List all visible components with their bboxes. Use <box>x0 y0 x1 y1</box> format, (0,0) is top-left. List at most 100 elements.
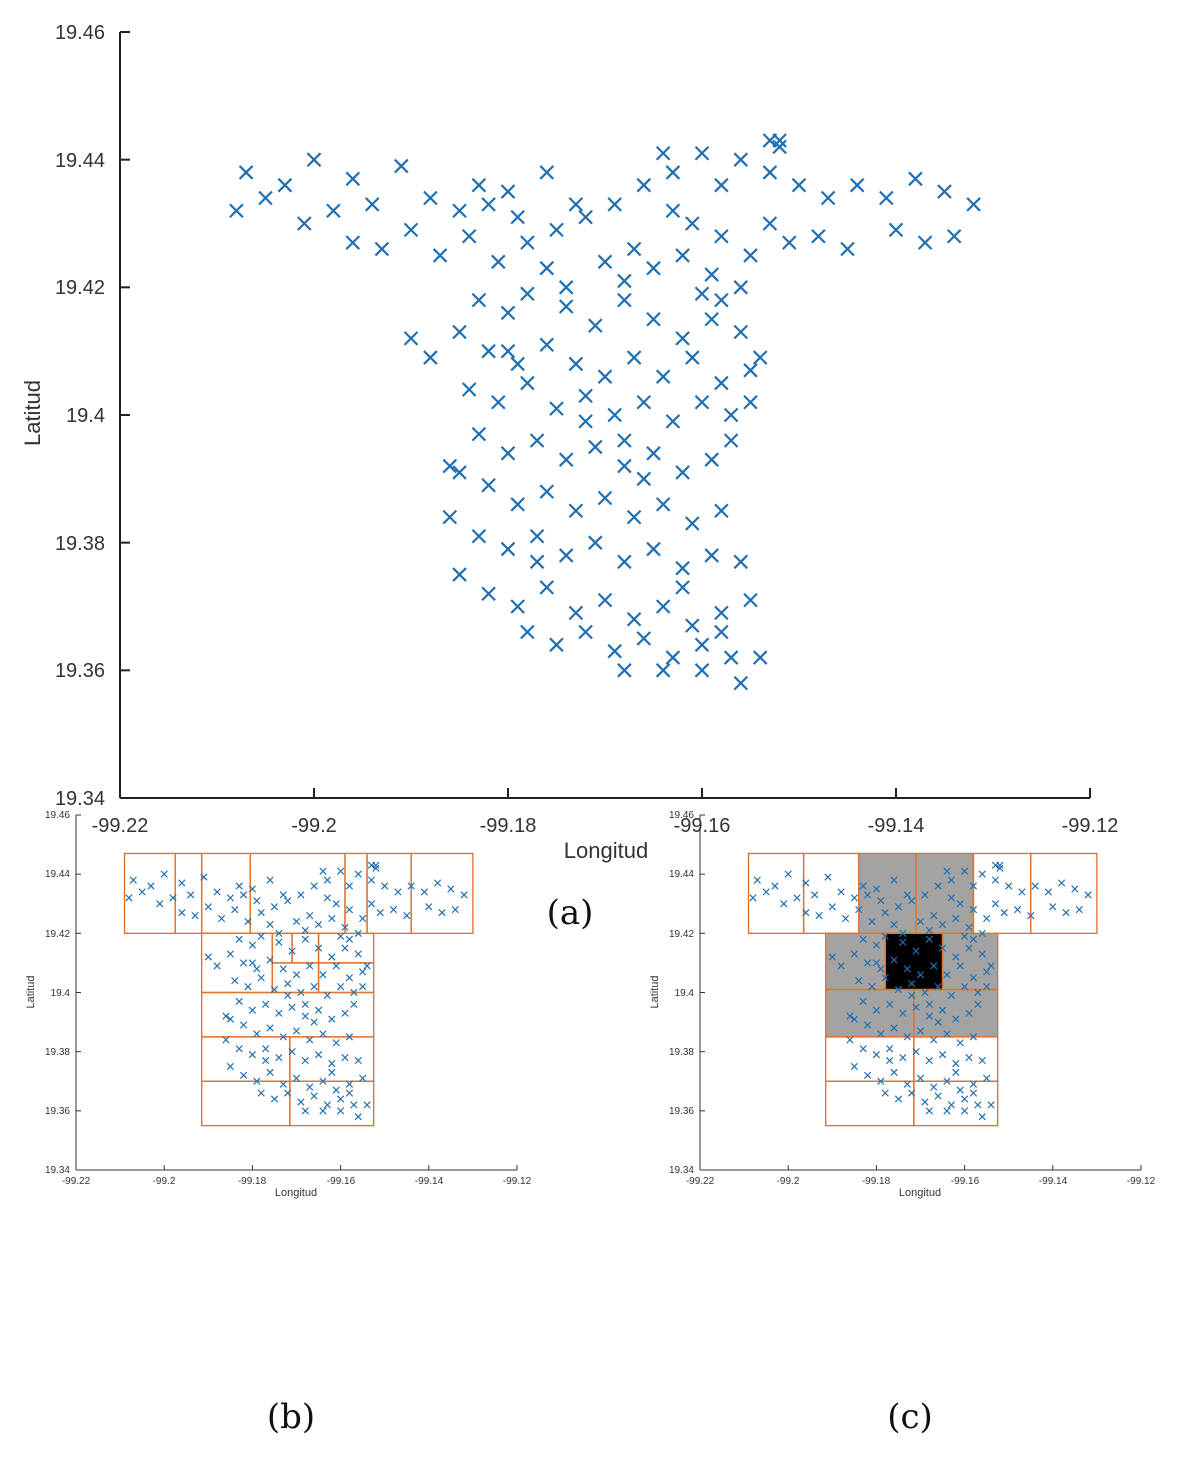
data-point-x-marker <box>943 971 951 979</box>
data-point-x-marker <box>617 458 632 474</box>
panel-a-ytick-label: 19.34 <box>55 788 105 810</box>
panel-b: 19.46 19.44 19.42 19.4 19.38 19.36 19.34… <box>25 810 532 1437</box>
data-point-x-marker <box>529 433 545 448</box>
data-point-x-marker <box>597 254 613 270</box>
data-point-x-marker <box>872 885 881 893</box>
data-point-x-marker <box>239 959 248 967</box>
data-point-x-marker <box>350 1000 358 1008</box>
data-point-x-marker <box>235 997 243 1006</box>
data-point-x-marker <box>1044 888 1053 896</box>
grid-cell <box>913 1080 999 1127</box>
data-point-x-marker <box>965 944 973 952</box>
data-point-x-marker <box>284 897 292 905</box>
data-point-x-marker <box>685 350 700 365</box>
data-point-x-marker <box>925 1000 933 1008</box>
grid-cell <box>317 932 375 964</box>
data-point-x-marker <box>974 988 982 997</box>
data-point-x-marker <box>364 197 380 212</box>
data-point-x-marker <box>301 1107 309 1115</box>
data-point-x-marker <box>306 962 314 970</box>
data-point-x-marker <box>846 1012 854 1020</box>
data-point-x-marker <box>969 882 978 890</box>
data-point-x-marker <box>248 959 257 967</box>
data-point-x-marker <box>960 867 969 875</box>
data-point-x-marker <box>129 876 137 884</box>
data-point-x-marker <box>310 1018 318 1026</box>
data-point-x-marker <box>837 962 845 970</box>
panel-c-label: (c) <box>887 1397 933 1437</box>
data-point-x-marker <box>916 917 925 926</box>
data-point-x-marker <box>326 203 341 219</box>
data-point-x-marker <box>231 906 239 914</box>
data-point-x-marker <box>903 891 911 899</box>
data-point-x-marker <box>617 554 632 570</box>
data-point-x-marker <box>937 184 952 199</box>
data-point-x-marker <box>510 599 525 614</box>
data-point-x-marker <box>222 1036 230 1044</box>
data-point-x-marker <box>229 203 244 219</box>
data-point-x-marker <box>655 369 671 384</box>
data-point-x-marker <box>481 477 496 493</box>
data-point-x-marker <box>811 891 819 899</box>
data-point-x-marker <box>363 962 371 970</box>
data-point-x-marker <box>987 1101 995 1109</box>
grid-cell <box>291 932 320 964</box>
data-point-x-marker <box>568 356 584 372</box>
data-point-x-marker <box>138 888 146 896</box>
data-point-x-marker <box>367 861 376 869</box>
data-point-x-marker <box>890 1024 898 1032</box>
data-point-x-marker <box>872 941 881 949</box>
data-point-x-marker <box>345 1089 354 1097</box>
data-point-x-marker <box>655 497 671 512</box>
data-point-x-marker <box>793 894 801 902</box>
data-point-x-marker <box>886 1000 894 1008</box>
data-point-x-marker <box>908 897 916 905</box>
panel-c-xtick-label: -99.2 <box>777 1176 800 1187</box>
data-point-x-marker <box>665 650 681 665</box>
grid-cell <box>289 1080 375 1127</box>
data-point-x-marker <box>966 197 981 212</box>
panel-b-ytick-label: 19.36 <box>45 1106 70 1117</box>
data-point-x-marker <box>452 203 467 219</box>
panel-b-points <box>125 861 468 1121</box>
data-point-x-marker <box>675 465 690 480</box>
data-point-x-marker <box>328 914 336 923</box>
data-point-x-marker <box>244 982 252 991</box>
data-point-x-marker <box>733 324 749 340</box>
data-point-x-marker <box>714 292 729 308</box>
data-point-x-marker <box>947 894 955 902</box>
data-point-x-marker <box>226 1062 234 1071</box>
panel-a-ytick-label: 19.4 <box>66 405 105 427</box>
data-point-x-marker <box>257 974 265 982</box>
data-point-x-marker <box>1062 909 1070 917</box>
data-point-x-marker <box>500 343 516 359</box>
data-point-x-marker <box>262 1000 270 1008</box>
data-point-x-marker <box>943 867 951 875</box>
data-point-x-marker <box>743 363 758 378</box>
data-point-x-marker <box>266 920 274 929</box>
data-point-x-marker <box>266 1068 274 1076</box>
data-point-x-marker <box>969 935 978 943</box>
panel-a-ytick-label: 19.44 <box>55 150 105 172</box>
data-point-x-marker <box>714 375 729 391</box>
data-point-x-marker <box>840 241 855 257</box>
data-point-x-marker <box>934 1092 942 1100</box>
panel-b-ytick-label: 19.42 <box>45 929 70 940</box>
data-point-x-marker <box>881 909 889 917</box>
panel-c-xtick-label: -99.16 <box>951 1176 980 1187</box>
data-point-x-marker <box>743 592 758 608</box>
data-point-x-marker <box>270 985 279 994</box>
data-point-x-marker <box>714 177 729 193</box>
data-point-x-marker <box>996 864 1004 872</box>
data-point-x-marker <box>442 458 458 474</box>
data-point-x-marker <box>607 643 622 659</box>
data-point-x-marker <box>899 1009 907 1017</box>
data-point-x-marker <box>520 235 535 250</box>
data-point-x-marker <box>367 900 376 908</box>
data-point-x-marker <box>345 235 361 250</box>
data-point-x-marker <box>685 516 700 531</box>
data-point-x-marker <box>916 1027 925 1035</box>
data-point-x-marker <box>336 932 345 940</box>
panel-a-points <box>229 133 981 691</box>
